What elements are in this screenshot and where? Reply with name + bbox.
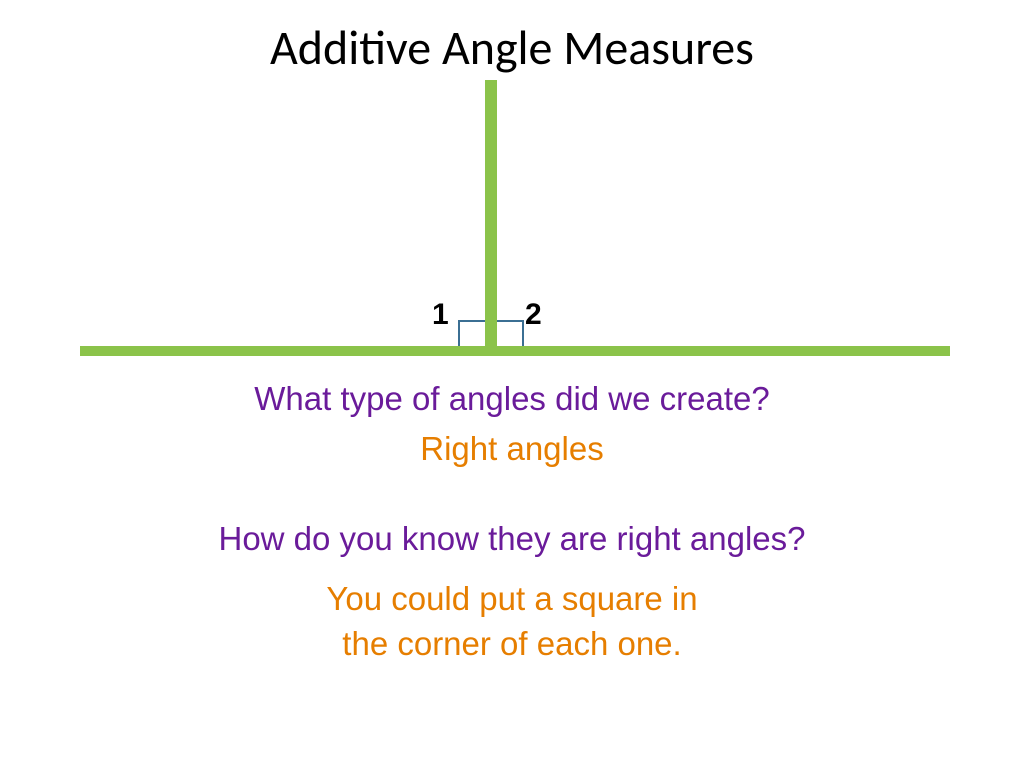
- horizontal-line: [80, 346, 950, 356]
- question-2: How do you know they are right angles?: [0, 520, 1024, 558]
- answer-2-line-1: You could put a square in: [0, 580, 1024, 618]
- vertical-line: [485, 80, 497, 356]
- question-1: What type of angles did we create?: [0, 380, 1024, 418]
- right-angle-marker-right: [497, 320, 524, 346]
- page-title: Additive Angle Measures: [0, 18, 1024, 77]
- answer-1: Right angles: [0, 430, 1024, 468]
- right-angle-marker-left: [458, 320, 485, 346]
- angle-label-2: 2: [525, 298, 542, 332]
- angle-label-1: 1: [432, 298, 449, 332]
- answer-2-line-2: the corner of each one.: [0, 625, 1024, 663]
